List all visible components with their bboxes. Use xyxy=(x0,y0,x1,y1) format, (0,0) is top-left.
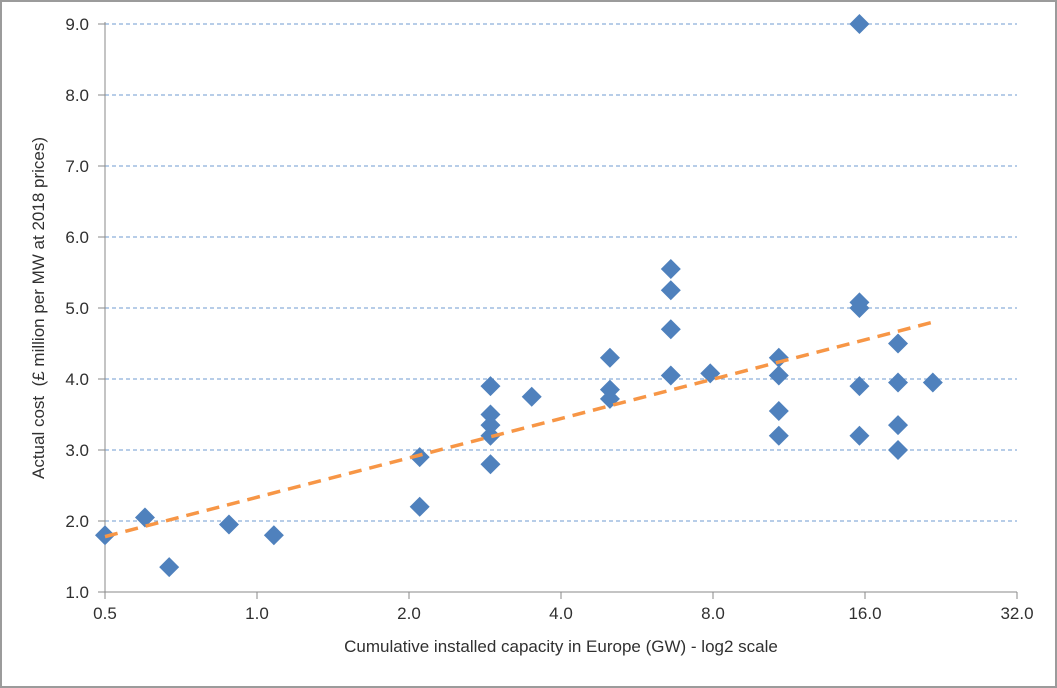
y-tick-label: 9.0 xyxy=(65,15,89,34)
data-point-marker xyxy=(888,372,909,393)
data-point-marker xyxy=(660,258,681,279)
data-point-marker xyxy=(849,298,870,318)
data-point-marker xyxy=(263,525,284,546)
y-axis-title: Actual cost (£ million per MW at 2018 pr… xyxy=(29,136,48,480)
data-point-marker xyxy=(218,514,239,535)
data-point-marker xyxy=(768,400,789,421)
x-tick-label: 16.0 xyxy=(848,604,881,623)
x-tick-label: 8.0 xyxy=(701,604,725,623)
data-point-marker xyxy=(480,454,501,475)
data-point-marker xyxy=(768,365,789,386)
data-point-marker xyxy=(480,376,501,397)
data-point-marker xyxy=(134,507,155,528)
x-tick-label: 2.0 xyxy=(397,604,421,623)
data-point-marker xyxy=(849,425,870,446)
data-point-marker xyxy=(409,496,430,517)
y-tick-label: 5.0 xyxy=(65,299,89,318)
x-tick-label: 32.0 xyxy=(1000,604,1033,623)
y-tick-label: 7.0 xyxy=(65,157,89,176)
data-point-marker xyxy=(888,440,909,460)
y-tick-label: 2.0 xyxy=(65,512,89,531)
x-axis-title: Cumulative installed capacity in Europe … xyxy=(344,637,778,656)
data-point-marker xyxy=(521,386,542,407)
trend-line xyxy=(104,320,934,539)
data-point-marker xyxy=(922,372,943,393)
data-point-marker xyxy=(599,347,620,368)
y-tick-label: 6.0 xyxy=(65,228,89,247)
x-tick-label: 0.5 xyxy=(93,604,117,623)
data-point-marker xyxy=(849,14,870,34)
data-point-marker xyxy=(159,557,180,578)
data-point-marker xyxy=(660,280,681,301)
data-point-marker xyxy=(660,319,681,340)
data-point-marker xyxy=(480,425,501,446)
data-point-marker xyxy=(849,376,870,397)
data-point-marker xyxy=(888,333,909,354)
y-tick-label: 4.0 xyxy=(65,370,89,389)
data-point-marker xyxy=(768,347,789,368)
data-point-marker xyxy=(888,415,909,436)
data-point-marker xyxy=(768,425,789,446)
x-tick-label: 4.0 xyxy=(549,604,573,623)
data-point-marker xyxy=(480,415,501,436)
data-point-marker xyxy=(480,404,501,425)
y-tick-label: 1.0 xyxy=(65,583,89,602)
y-tick-label: 3.0 xyxy=(65,441,89,460)
data-point-marker xyxy=(409,447,430,468)
y-tick-label: 8.0 xyxy=(65,86,89,105)
x-tick-label: 1.0 xyxy=(245,604,269,623)
data-point-marker xyxy=(660,365,681,386)
